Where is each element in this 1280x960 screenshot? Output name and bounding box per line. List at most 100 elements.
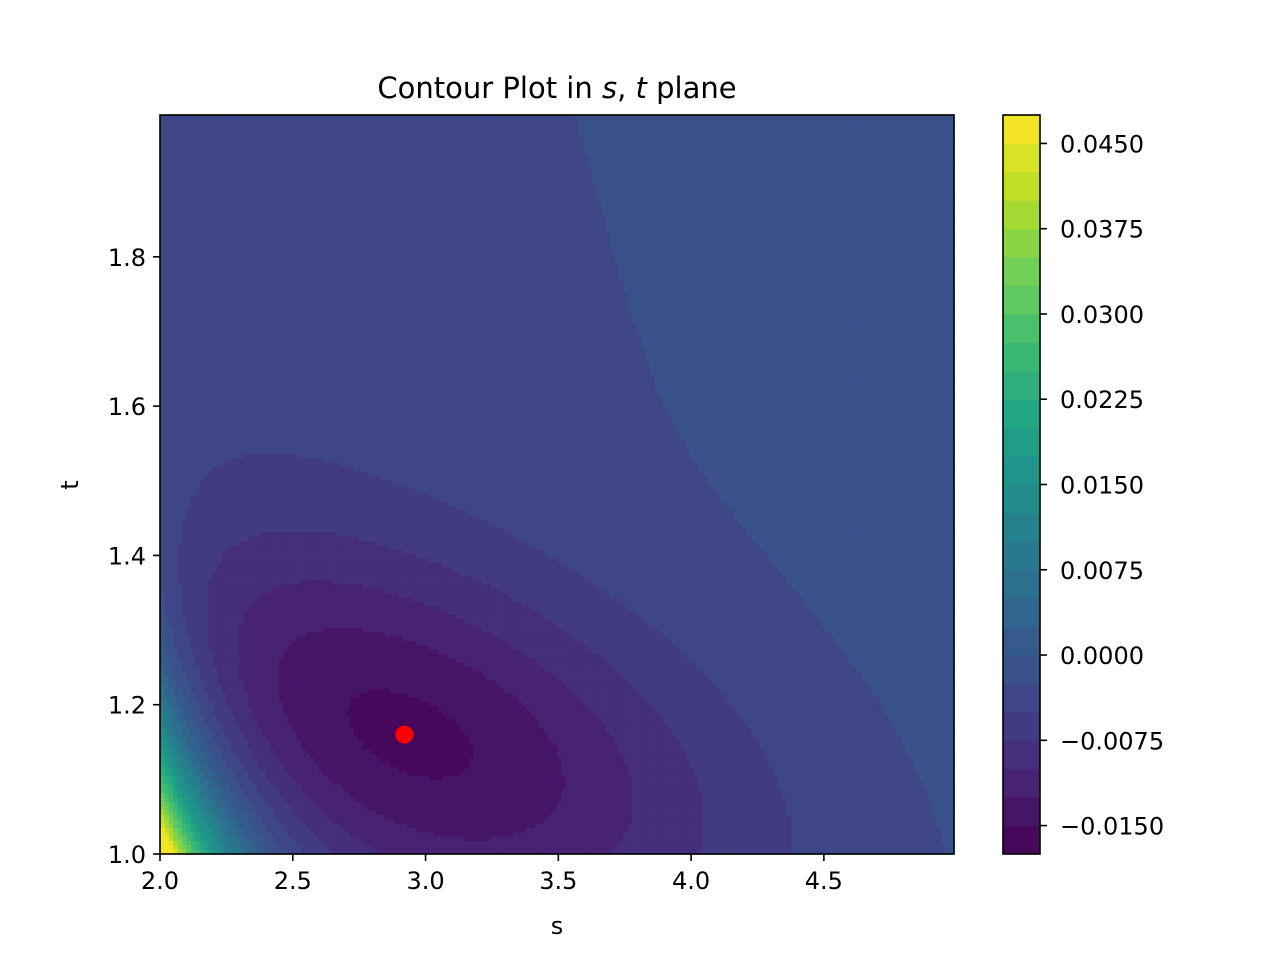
contour-cell xyxy=(243,193,249,199)
contour-cell xyxy=(526,123,532,129)
contour-cell xyxy=(773,180,779,186)
contour-cell xyxy=(830,223,836,229)
contour-cell xyxy=(292,128,298,133)
contour-cell xyxy=(482,214,488,220)
contour-cell xyxy=(173,115,179,120)
contour-cell xyxy=(623,132,629,138)
contour-cell xyxy=(804,201,810,207)
contour-cell xyxy=(870,201,876,207)
contour-cell xyxy=(583,188,589,194)
contour-cell xyxy=(309,232,315,238)
contour-cell xyxy=(446,214,452,220)
contour-cell xyxy=(751,232,757,238)
contour-cell xyxy=(380,210,386,216)
contour-cell xyxy=(790,223,796,229)
contour-cell xyxy=(323,119,329,125)
contour-cell xyxy=(261,115,267,120)
contour-cell xyxy=(257,201,263,207)
contour-cell xyxy=(446,210,452,216)
contour-cell xyxy=(662,193,668,199)
contour-cell xyxy=(834,128,840,133)
contour-cell xyxy=(649,145,655,151)
contour-cell xyxy=(852,197,858,203)
contour-cell xyxy=(781,228,787,233)
contour-cell xyxy=(446,180,452,186)
contour-cell xyxy=(380,115,386,120)
contour-cell xyxy=(539,214,545,220)
contour-cell xyxy=(305,162,311,168)
contour-cell xyxy=(552,228,558,233)
contour-cell xyxy=(230,206,236,212)
contour-cell xyxy=(676,171,682,177)
contour-cell xyxy=(623,115,629,120)
contour-cell xyxy=(804,136,810,142)
contour-cell xyxy=(684,171,690,177)
contour-cell xyxy=(565,115,571,120)
contour-cell xyxy=(380,141,386,147)
contour-cell xyxy=(464,214,470,220)
contour-cell xyxy=(473,210,479,216)
contour-cell xyxy=(720,119,726,125)
contour-cell xyxy=(759,180,765,186)
contour-cell xyxy=(839,223,845,229)
contour-cell xyxy=(773,132,779,138)
contour-cell xyxy=(548,171,554,177)
contour-cell xyxy=(931,158,937,164)
contour-cell xyxy=(949,228,955,233)
contour-cell xyxy=(393,154,399,160)
contour-cell xyxy=(667,162,673,168)
contour-cell xyxy=(186,210,192,216)
contour-cell xyxy=(592,206,598,212)
contour-cell xyxy=(901,210,907,216)
contour-cell xyxy=(274,115,280,120)
contour-cell xyxy=(839,193,845,199)
contour-cell xyxy=(486,115,492,120)
contour-cell xyxy=(512,175,518,181)
contour-cell xyxy=(781,214,787,220)
contour-cell xyxy=(318,206,324,212)
contour-cell xyxy=(358,154,364,160)
contour-cell xyxy=(786,145,792,151)
contour-cell xyxy=(504,206,510,212)
contour-cell xyxy=(645,219,651,225)
contour-cell xyxy=(398,206,404,212)
contour-cell xyxy=(177,197,183,203)
contour-cell xyxy=(442,219,448,225)
contour-cell xyxy=(609,115,615,120)
contour-cell xyxy=(905,206,911,212)
contour-cell xyxy=(817,171,823,177)
contour-cell xyxy=(817,128,823,133)
contour-cell xyxy=(173,145,179,151)
contour-cell xyxy=(499,197,505,203)
contour-cell xyxy=(676,136,682,142)
contour-cell xyxy=(455,158,461,164)
contour-cell xyxy=(234,141,240,147)
contour-cell xyxy=(693,175,699,181)
contour-cell xyxy=(649,206,655,212)
contour-cell xyxy=(636,162,642,168)
contour-cell xyxy=(680,228,686,233)
contour-cell xyxy=(839,206,845,212)
contour-cell xyxy=(234,123,240,129)
contour-cell xyxy=(261,171,267,177)
contour-cell xyxy=(918,132,924,138)
contour-cell xyxy=(843,132,849,138)
contour-cell xyxy=(601,171,607,177)
contour-cell xyxy=(318,188,324,194)
contour-cell xyxy=(557,175,563,181)
contour-cell xyxy=(561,132,567,138)
contour-cell xyxy=(314,197,320,203)
contour-cell xyxy=(173,171,179,177)
contour-cell xyxy=(799,167,805,173)
contour-cell xyxy=(914,167,920,173)
contour-cell xyxy=(605,115,611,120)
contour-cell xyxy=(230,197,236,203)
contour-cell xyxy=(817,158,823,164)
contour-cell xyxy=(495,141,501,147)
contour-cell xyxy=(371,149,377,155)
contour-cell xyxy=(437,219,443,225)
contour-cell xyxy=(574,188,580,194)
contour-cell xyxy=(358,210,364,216)
contour-cell xyxy=(856,184,862,190)
contour-cell xyxy=(495,197,501,203)
